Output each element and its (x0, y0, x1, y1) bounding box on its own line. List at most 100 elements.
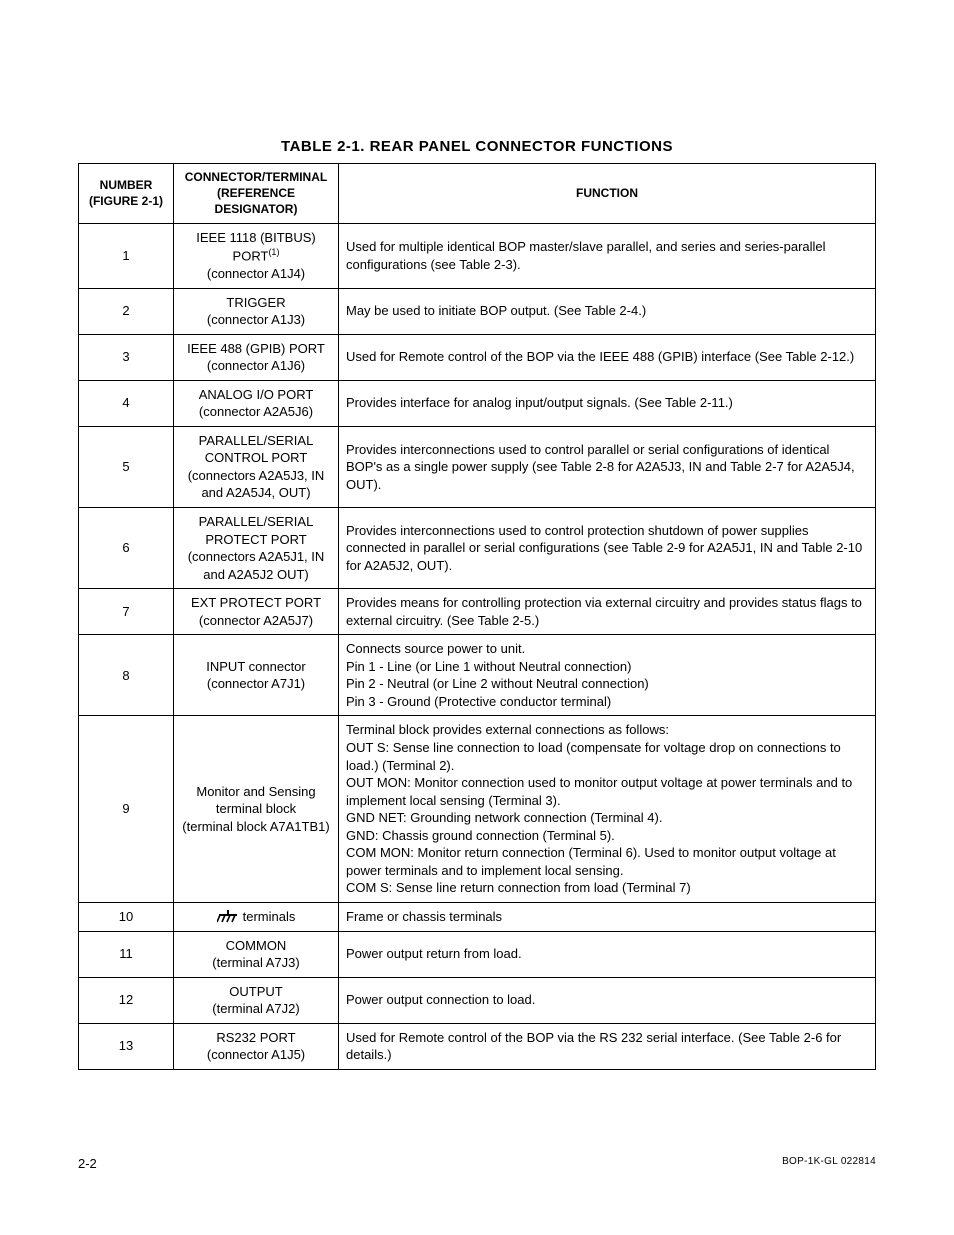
connector-superscript: (1) (268, 247, 279, 257)
function-line: COM MON: Monitor return connection (Term… (346, 844, 868, 879)
row-connector: IEEE 1118 (BITBUS) PORT(1)(connector A1J… (174, 223, 339, 288)
row-function: Used for Remote control of the BOP via t… (339, 334, 876, 380)
row-number: 8 (79, 635, 174, 716)
function-line: Pin 3 - Ground (Protective conductor ter… (346, 693, 868, 711)
connector-sub: (connector A1J6) (181, 357, 331, 375)
row-number: 6 (79, 508, 174, 589)
ground-icon (217, 909, 243, 924)
col-header-function: FUNCTION (339, 164, 876, 224)
document-page: TABLE 2-1. REAR PANEL CONNECTOR FUNCTION… (0, 0, 954, 1235)
row-number: 4 (79, 380, 174, 426)
row-connector: IEEE 488 (GPIB) PORT(connector A1J6) (174, 334, 339, 380)
function-line: Terminal block provides external connect… (346, 721, 868, 739)
row-function: Power output connection to load. (339, 977, 876, 1023)
row-connector: RS232 PORT(connector A1J5) (174, 1023, 339, 1069)
connector-sub: (connectors A2A5J3, IN and A2A5J4, OUT) (181, 467, 331, 502)
connector-sub: (connector A7J1) (181, 675, 331, 693)
row-connector: terminals (174, 902, 339, 931)
connector-table: NUMBER (FIGURE 2-1) CONNECTOR/TERMINAL (… (78, 163, 876, 1070)
table-row: 8INPUT connector(connector A7J1)Connects… (79, 635, 876, 716)
col-header-connector: CONNECTOR/TERMINAL (REFERENCE DESIGNATOR… (174, 164, 339, 224)
row-function: Terminal block provides external connect… (339, 716, 876, 902)
connector-main: COMMON (181, 937, 331, 955)
table-row: 5PARALLEL/SERIAL CONTROL PORT(connectors… (79, 426, 876, 507)
row-connector: INPUT connector(connector A7J1) (174, 635, 339, 716)
table-row: 11COMMON(terminal A7J3)Power output retu… (79, 931, 876, 977)
row-connector: PARALLEL/SERIAL CONTROL PORT(connectors … (174, 426, 339, 507)
connector-main: ANALOG I/O PORT (181, 386, 331, 404)
function-line: Pin 1 - Line (or Line 1 without Neutral … (346, 658, 868, 676)
connector-sub: (terminal A7J2) (181, 1000, 331, 1018)
doc-id: BOP-1K-GL 022814 (782, 1156, 876, 1167)
row-function: Provides interconnections used to contro… (339, 508, 876, 589)
row-function: Power output return from load. (339, 931, 876, 977)
row-number: 2 (79, 288, 174, 334)
function-line: GND NET: Grounding network connection (T… (346, 809, 868, 827)
connector-sub: (connector A1J5) (181, 1046, 331, 1064)
row-number: 3 (79, 334, 174, 380)
table-row: 10 terminals Frame or chassis terminals (79, 902, 876, 931)
connector-main: OUTPUT (181, 983, 331, 1001)
connector-main: PARALLEL/SERIAL CONTROL PORT (181, 432, 331, 467)
row-function: Used for Remote control of the BOP via t… (339, 1023, 876, 1069)
row-connector: EXT PROTECT PORT(connector A2A5J7) (174, 589, 339, 635)
table-header-row: NUMBER (FIGURE 2-1) CONNECTOR/TERMINAL (… (79, 164, 876, 224)
function-line: OUT MON: Monitor connection used to moni… (346, 774, 868, 809)
connector-main: IEEE 488 (GPIB) PORT (181, 340, 331, 358)
row-number: 11 (79, 931, 174, 977)
function-line: COM S: Sense line return connection from… (346, 879, 868, 897)
row-number: 12 (79, 977, 174, 1023)
table-row: 3IEEE 488 (GPIB) PORT(connector A1J6)Use… (79, 334, 876, 380)
row-connector: Monitor and Sensing terminal block(termi… (174, 716, 339, 902)
page-number: 2-2 (78, 1156, 97, 1171)
row-connector: ANALOG I/O PORT(connector A2A5J6) (174, 380, 339, 426)
connector-sub: (terminal block A7A1TB1) (181, 818, 331, 836)
row-number: 5 (79, 426, 174, 507)
connector-main: IEEE 1118 (BITBUS) PORT(1) (181, 229, 331, 265)
connector-main: RS232 PORT (181, 1029, 331, 1047)
function-line: Pin 2 - Neutral (or Line 2 without Neutr… (346, 675, 868, 693)
row-function: May be used to initiate BOP output. (See… (339, 288, 876, 334)
col-header-number: NUMBER (FIGURE 2-1) (79, 164, 174, 224)
row-function: Provides interconnections used to contro… (339, 426, 876, 507)
row-function: Connects source power to unit.Pin 1 - Li… (339, 635, 876, 716)
connector-sub: (terminal A7J3) (181, 954, 331, 972)
row-number: 13 (79, 1023, 174, 1069)
row-number: 10 (79, 902, 174, 931)
table-row: 4ANALOG I/O PORT(connector A2A5J6)Provid… (79, 380, 876, 426)
table-row: 7EXT PROTECT PORT(connector A2A5J7)Provi… (79, 589, 876, 635)
function-line: Connects source power to unit. (346, 640, 868, 658)
connector-sub: (connectors A2A5J1, IN and A2A5J2 OUT) (181, 548, 331, 583)
row-connector: OUTPUT(terminal A7J2) (174, 977, 339, 1023)
page-footer: 2-2 BOP-1K-GL 022814 (78, 1156, 876, 1171)
connector-main: terminals (243, 909, 296, 924)
connector-sub: (connector A2A5J7) (181, 612, 331, 630)
row-number: 7 (79, 589, 174, 635)
table-row: 6PARALLEL/SERIAL PROTECT PORT(connectors… (79, 508, 876, 589)
connector-sub: (connector A2A5J6) (181, 403, 331, 421)
row-function: Frame or chassis terminals (339, 902, 876, 931)
row-function: Used for multiple identical BOP master/s… (339, 223, 876, 288)
connector-main: INPUT connector (181, 658, 331, 676)
row-connector: COMMON(terminal A7J3) (174, 931, 339, 977)
table-title: TABLE 2-1. REAR PANEL CONNECTOR FUNCTION… (78, 138, 876, 155)
connector-main: EXT PROTECT PORT (181, 594, 331, 612)
table-row: 13RS232 PORT(connector A1J5)Used for Rem… (79, 1023, 876, 1069)
table-row: 9Monitor and Sensing terminal block(term… (79, 716, 876, 902)
table-row: 1IEEE 1118 (BITBUS) PORT(1)(connector A1… (79, 223, 876, 288)
connector-sub: (connector A1J3) (181, 311, 331, 329)
row-connector: PARALLEL/SERIAL PROTECT PORT(connectors … (174, 508, 339, 589)
connector-main-text: IEEE 1118 (BITBUS) PORT (196, 230, 315, 264)
row-connector: TRIGGER(connector A1J3) (174, 288, 339, 334)
row-function: Provides means for controlling protectio… (339, 589, 876, 635)
connector-main: TRIGGER (181, 294, 331, 312)
connector-main: PARALLEL/SERIAL PROTECT PORT (181, 513, 331, 548)
table-row: 2TRIGGER(connector A1J3)May be used to i… (79, 288, 876, 334)
row-function: Provides interface for analog input/outp… (339, 380, 876, 426)
function-line: OUT S: Sense line connection to load (co… (346, 739, 868, 774)
table-row: 12OUTPUT(terminal A7J2)Power output conn… (79, 977, 876, 1023)
connector-main: Monitor and Sensing terminal block (181, 783, 331, 818)
function-line: GND: Chassis ground connection (Terminal… (346, 827, 868, 845)
connector-sub: (connector A1J4) (181, 265, 331, 283)
row-number: 1 (79, 223, 174, 288)
